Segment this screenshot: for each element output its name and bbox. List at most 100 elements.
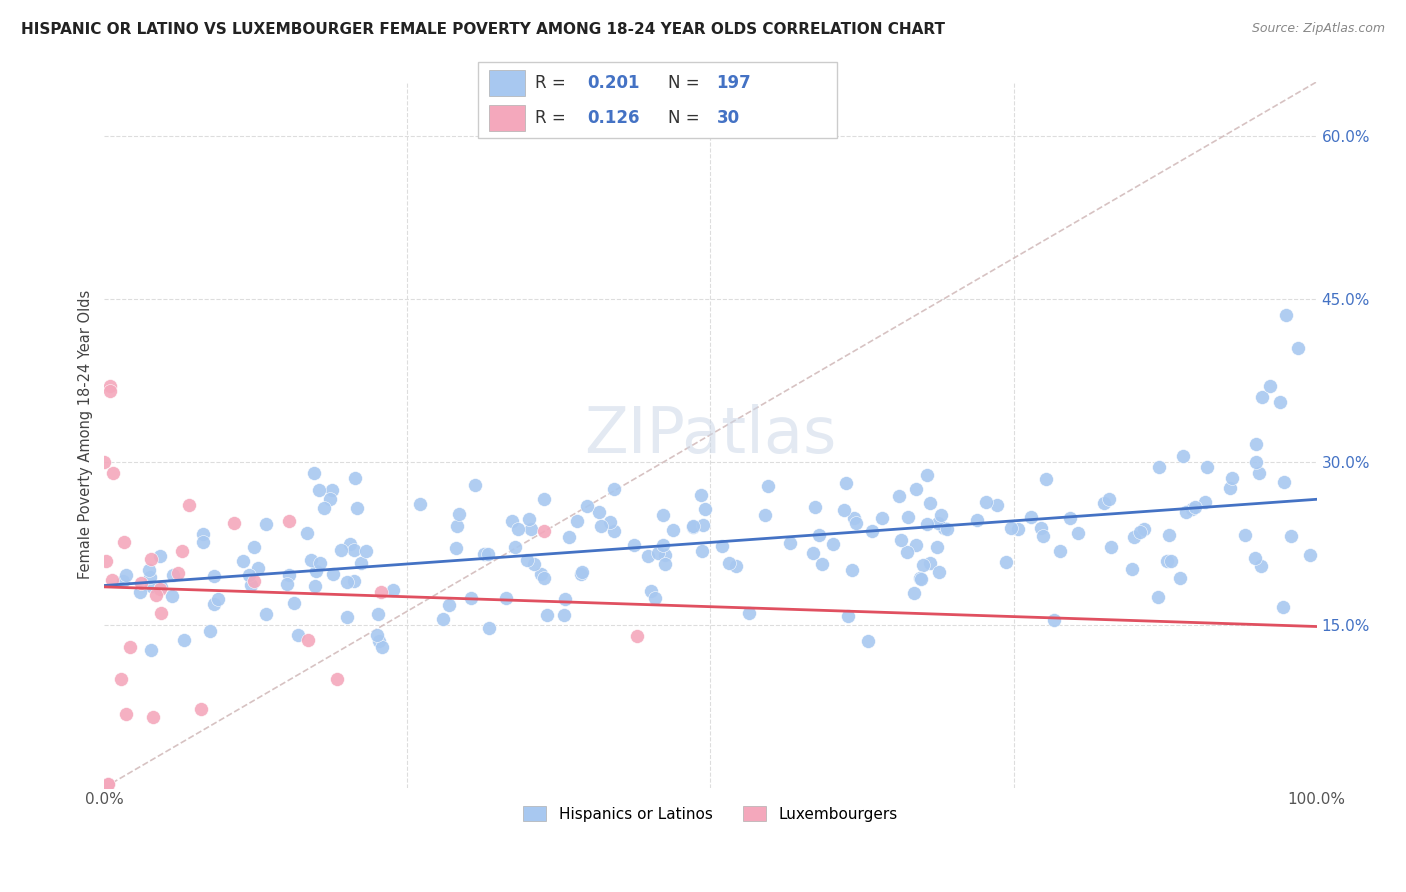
FancyBboxPatch shape [478,62,837,138]
Point [304,564,326,578]
Point [142,710,165,724]
Point [336,575,359,590]
Point [382,582,405,597]
Point [97,777,120,791]
Point [533,524,555,539]
Point [326,672,349,686]
Point [1220,471,1243,485]
Point [367,607,389,621]
Point [1219,481,1241,495]
Point [896,544,918,558]
Point [446,518,468,533]
Point [295,525,318,540]
Point [173,633,195,648]
Point [591,519,613,533]
Point [115,568,138,582]
Point [115,706,138,721]
Point [94,554,117,568]
Point [308,483,330,497]
Point [756,479,779,493]
Point [149,582,172,597]
Point [202,597,225,611]
Point [1146,590,1168,604]
Text: N =: N = [668,109,704,127]
Point [506,522,529,536]
Point [1286,341,1309,355]
Point [1007,522,1029,536]
Point [207,592,229,607]
Text: HISPANIC OR LATINO VS LUXEMBOURGER FEMALE POVERTY AMONG 18-24 YEAR OLDS CORRELAT: HISPANIC OR LATINO VS LUXEMBOURGER FEMAL… [21,22,945,37]
Point [1279,529,1302,543]
Point [569,566,592,581]
Point [149,549,172,563]
Point [1147,460,1170,475]
Text: 0.201: 0.201 [588,74,640,92]
Point [1133,522,1156,536]
Point [690,488,713,502]
Point [1251,390,1274,404]
Text: R =: R = [536,74,571,92]
Point [1029,520,1052,534]
Point [446,541,468,555]
Point [350,557,373,571]
Point [287,628,309,642]
Point [903,586,925,600]
Point [190,702,212,716]
Point [845,516,868,530]
Point [110,672,132,686]
Legend: Hispanics or Latinos, Luxembourgers: Hispanics or Latinos, Luxembourgers [516,798,905,830]
Point [1031,529,1053,543]
Point [346,501,368,516]
Point [101,466,124,480]
Point [222,516,245,530]
Point [139,570,162,584]
Point [1122,530,1144,544]
Point [832,502,855,516]
Point [908,571,931,585]
Point [801,546,824,560]
Point [505,540,527,554]
Point [1272,475,1295,490]
Point [536,607,558,622]
Point [520,523,543,537]
Point [837,608,859,623]
Point [856,634,879,648]
Point [754,508,776,522]
Point [575,499,598,513]
Point [162,567,184,582]
Point [626,629,648,643]
Point [842,511,865,525]
Point [558,530,581,544]
Point [517,512,540,526]
Point [278,514,301,528]
Point [432,612,454,626]
Point [1173,450,1195,464]
Text: Source: ZipAtlas.com: Source: ZipAtlas.com [1251,22,1385,36]
Point [927,516,949,530]
Point [312,501,335,516]
Point [1275,308,1298,322]
Point [571,565,593,579]
Point [1067,525,1090,540]
Point [1168,571,1191,585]
Point [1092,496,1115,510]
Point [1174,505,1197,519]
Point [1099,540,1122,554]
Point [928,565,950,579]
Point [603,482,626,496]
Point [603,524,626,539]
Point [652,508,675,522]
Text: R =: R = [536,109,571,127]
Point [637,549,659,563]
Point [464,478,486,492]
Point [1184,500,1206,514]
Point [460,591,482,605]
Point [690,544,713,558]
Point [478,621,501,635]
Point [343,574,366,588]
Point [811,558,834,572]
Point [322,567,344,582]
Point [887,489,910,503]
Point [1098,492,1121,507]
Point [368,634,391,648]
